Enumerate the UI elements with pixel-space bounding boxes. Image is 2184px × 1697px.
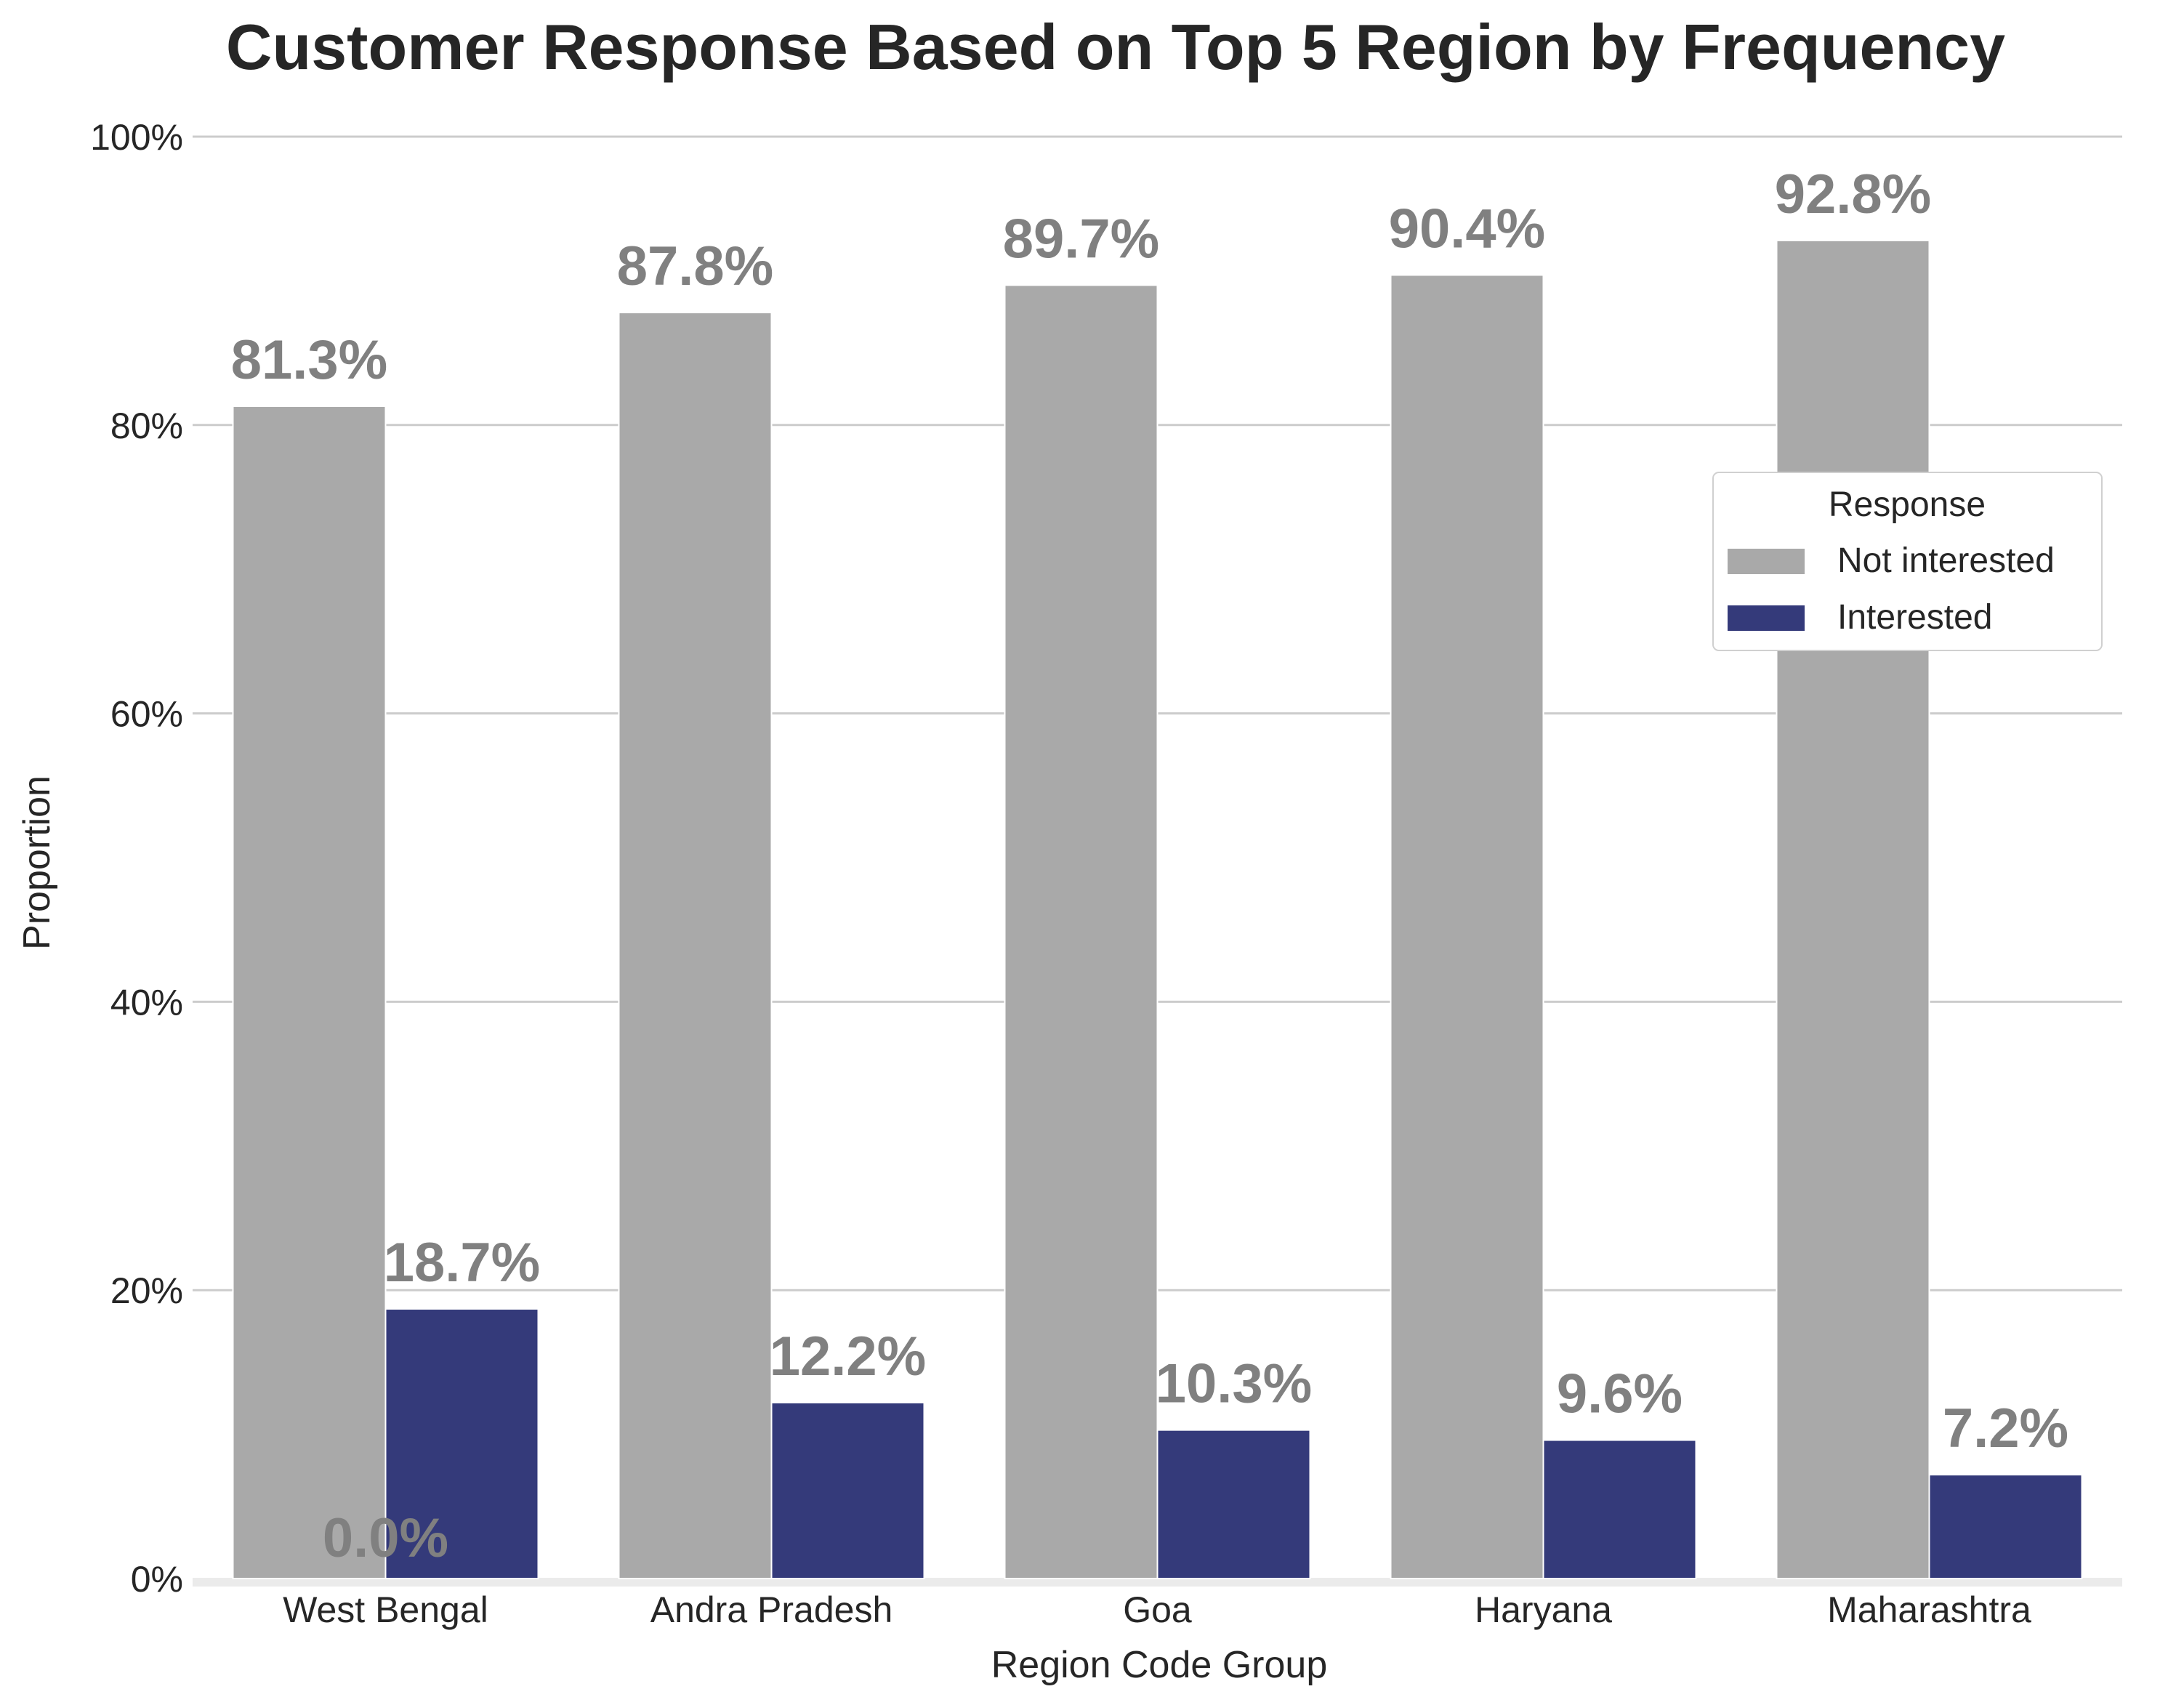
y-axis-label: Proportion	[16, 775, 58, 950]
y-tick-label: 60%	[110, 694, 183, 735]
bar-label-interested-haryana: 9.6%	[1557, 1363, 1683, 1425]
bars	[232, 239, 2083, 1580]
y-tick-label: 100%	[90, 117, 183, 158]
bar-not-interested-goa	[1004, 284, 1159, 1579]
bar-not-interested-west-bengal	[232, 406, 387, 1579]
bar-not-interested-andra-pradesh	[618, 312, 773, 1580]
x-tick-label: Andra Pradesh	[650, 1589, 893, 1630]
chart-title: Customer Response Based on Top 5 Region …	[226, 11, 2005, 83]
x-tick-label: Goa	[1123, 1589, 1192, 1630]
bar-interested-maharashtra	[1928, 1474, 2083, 1579]
bar-label-interested-west-bengal: 18.7%	[384, 1232, 541, 1294]
bar-interested-goa	[1156, 1429, 1311, 1579]
legend: Response Not interested Interested	[1712, 472, 2103, 651]
bar-interested-haryana	[1542, 1439, 1697, 1580]
bar-label-interested-andra-pradesh: 12.2%	[770, 1326, 927, 1387]
y-tick-label: 40%	[110, 982, 183, 1023]
y-tick-label: 20%	[110, 1270, 183, 1311]
bar-label-not-interested-andra-pradesh: 87.8%	[617, 235, 774, 297]
y-tick-label: 80%	[110, 406, 183, 446]
legend-label-interested: Interested	[1837, 598, 1992, 637]
bar-not-interested-maharashtra	[1776, 239, 1930, 1579]
bar-label-not-interested-west-bengal: 81.3%	[231, 329, 388, 391]
bar-label-extra-west-bengal: 0.0%	[323, 1507, 448, 1569]
y-tick-label: 0%	[131, 1559, 183, 1600]
bar-interested-west-bengal	[384, 1307, 539, 1579]
x-tick-label: Haryana	[1475, 1589, 1612, 1630]
legend-box	[1712, 472, 2103, 651]
y-tick-labels: 0% 20% 40% 60% 80% 100%	[90, 117, 183, 1600]
x-tick-label: Maharashtra	[1827, 1589, 2031, 1630]
bar-label-interested-goa: 10.3%	[1156, 1353, 1313, 1415]
bar-value-labels: 81.3% 18.7% 87.8% 12.2% 89.7% 10.3% 90.4% 9.6% 9…	[231, 164, 2068, 1569]
x-tick-label: West Bengal	[283, 1589, 488, 1630]
x-tick-labels: West Bengal Andra Pradesh Goa Haryana Mahara…	[283, 1589, 2031, 1630]
x-axis-label: Region Code Group	[991, 1644, 1328, 1686]
bar-interested-andra-pradesh	[770, 1401, 925, 1580]
bar-label-not-interested-goa: 89.7%	[1003, 208, 1160, 270]
legend-label-not-interested: Not interested	[1837, 541, 2055, 580]
legend-swatch-not-interested	[1728, 549, 1805, 574]
bar-label-interested-maharashtra: 7.2%	[1943, 1398, 2068, 1459]
legend-title: Response	[1829, 485, 1986, 524]
legend-swatch-interested	[1728, 605, 1805, 631]
bar-label-not-interested-haryana: 90.4%	[1389, 198, 1546, 259]
bar-label-not-interested-maharashtra: 92.8%	[1775, 164, 1932, 225]
bar-not-interested-haryana	[1390, 274, 1544, 1579]
